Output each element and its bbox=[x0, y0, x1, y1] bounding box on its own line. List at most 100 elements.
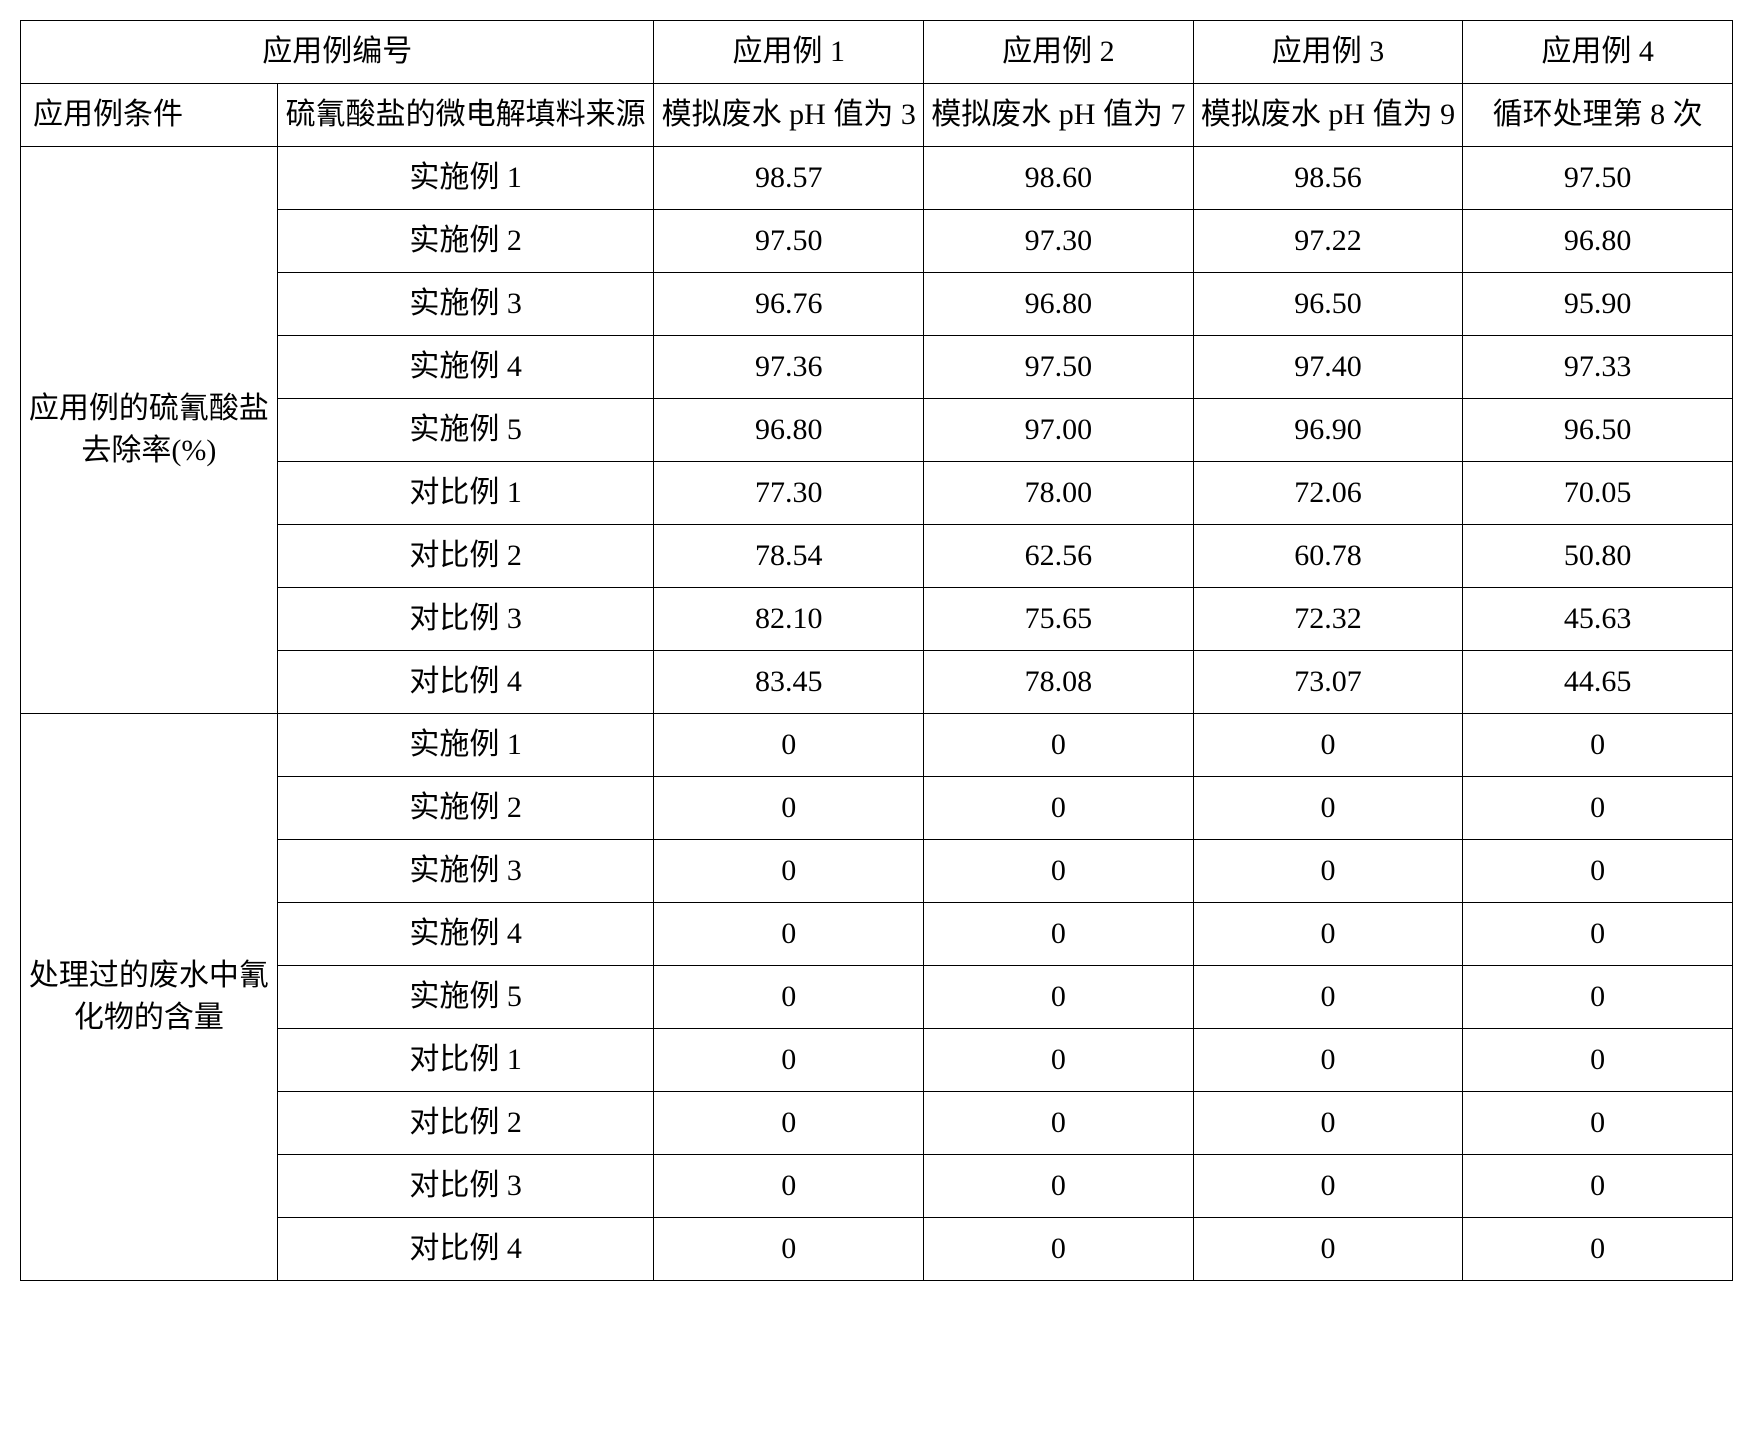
data-cell: 0 bbox=[924, 777, 1194, 840]
row-name: 对比例 2 bbox=[277, 1092, 654, 1155]
section-label: 处理过的废水中氰化物的含量 bbox=[21, 714, 278, 1281]
table-row: 实施例 20000 bbox=[21, 777, 1733, 840]
data-cell: 0 bbox=[1463, 777, 1733, 840]
data-cell: 0 bbox=[1463, 903, 1733, 966]
row-name: 对比例 1 bbox=[277, 1029, 654, 1092]
data-cell: 75.65 bbox=[924, 588, 1194, 651]
table-row: 实施例 596.8097.0096.9096.50 bbox=[21, 399, 1733, 462]
data-cell: 98.60 bbox=[924, 147, 1194, 210]
condition-3: 模拟废水 pH 值为 9 bbox=[1193, 84, 1463, 147]
data-cell: 97.36 bbox=[654, 336, 924, 399]
data-cell: 0 bbox=[1193, 714, 1463, 777]
row-name: 对比例 3 bbox=[277, 588, 654, 651]
row-name: 实施例 4 bbox=[277, 903, 654, 966]
data-cell: 0 bbox=[1193, 1029, 1463, 1092]
table-row: 实施例 30000 bbox=[21, 840, 1733, 903]
row-name: 对比例 4 bbox=[277, 1218, 654, 1281]
data-cell: 0 bbox=[654, 714, 924, 777]
conditions-source: 硫氰酸盐的微电解填料来源 bbox=[277, 84, 654, 147]
data-cell: 83.45 bbox=[654, 651, 924, 714]
header-title: 应用例编号 bbox=[21, 21, 654, 84]
table-row: 实施例 396.7696.8096.5095.90 bbox=[21, 273, 1733, 336]
table-row: 对比例 10000 bbox=[21, 1029, 1733, 1092]
data-cell: 96.80 bbox=[924, 273, 1194, 336]
row-name: 对比例 1 bbox=[277, 462, 654, 525]
row-name: 实施例 2 bbox=[277, 777, 654, 840]
row-name: 对比例 3 bbox=[277, 1155, 654, 1218]
data-cell: 0 bbox=[1193, 903, 1463, 966]
row-name: 实施例 4 bbox=[277, 336, 654, 399]
data-cell: 50.80 bbox=[1463, 525, 1733, 588]
row-name: 实施例 3 bbox=[277, 273, 654, 336]
data-cell: 96.76 bbox=[654, 273, 924, 336]
table-row: 应用例的硫氰酸盐去除率(%)实施例 198.5798.6098.5697.50 bbox=[21, 147, 1733, 210]
data-cell: 0 bbox=[924, 1092, 1194, 1155]
data-cell: 0 bbox=[1463, 1155, 1733, 1218]
data-cell: 0 bbox=[924, 840, 1194, 903]
row-name: 实施例 1 bbox=[277, 714, 654, 777]
header-col-4: 应用例 4 bbox=[1463, 21, 1733, 84]
data-cell: 0 bbox=[924, 1029, 1194, 1092]
data-cell: 96.50 bbox=[1193, 273, 1463, 336]
data-cell: 0 bbox=[924, 1155, 1194, 1218]
data-cell: 0 bbox=[1193, 1155, 1463, 1218]
data-cell: 82.10 bbox=[654, 588, 924, 651]
row-name: 实施例 2 bbox=[277, 210, 654, 273]
table-row: 对比例 30000 bbox=[21, 1155, 1733, 1218]
data-cell: 0 bbox=[654, 1029, 924, 1092]
header-col-1: 应用例 1 bbox=[654, 21, 924, 84]
data-cell: 0 bbox=[1463, 840, 1733, 903]
table-row: 对比例 177.3078.0072.0670.05 bbox=[21, 462, 1733, 525]
data-cell: 77.30 bbox=[654, 462, 924, 525]
data-table: 应用例编号 应用例 1 应用例 2 应用例 3 应用例 4 应用例条件 硫氰酸盐… bbox=[20, 20, 1733, 1281]
data-cell: 96.50 bbox=[1463, 399, 1733, 462]
data-cell: 97.50 bbox=[1463, 147, 1733, 210]
table-body: 应用例编号 应用例 1 应用例 2 应用例 3 应用例 4 应用例条件 硫氰酸盐… bbox=[21, 21, 1733, 1281]
data-cell: 0 bbox=[1463, 1218, 1733, 1281]
data-cell: 97.22 bbox=[1193, 210, 1463, 273]
data-cell: 0 bbox=[1193, 1218, 1463, 1281]
data-cell: 0 bbox=[1193, 966, 1463, 1029]
data-cell: 0 bbox=[1193, 1092, 1463, 1155]
data-cell: 73.07 bbox=[1193, 651, 1463, 714]
header-row: 应用例编号 应用例 1 应用例 2 应用例 3 应用例 4 bbox=[21, 21, 1733, 84]
data-cell: 0 bbox=[924, 903, 1194, 966]
row-name: 对比例 4 bbox=[277, 651, 654, 714]
row-name: 实施例 5 bbox=[277, 966, 654, 1029]
table-row: 对比例 278.5462.5660.7850.80 bbox=[21, 525, 1733, 588]
header-col-2: 应用例 2 bbox=[924, 21, 1194, 84]
table-row: 实施例 40000 bbox=[21, 903, 1733, 966]
data-cell: 70.05 bbox=[1463, 462, 1733, 525]
data-cell: 78.00 bbox=[924, 462, 1194, 525]
data-cell: 78.08 bbox=[924, 651, 1194, 714]
data-cell: 78.54 bbox=[654, 525, 924, 588]
data-cell: 95.90 bbox=[1463, 273, 1733, 336]
condition-2: 模拟废水 pH 值为 7 bbox=[924, 84, 1194, 147]
data-cell: 97.30 bbox=[924, 210, 1194, 273]
table-row: 实施例 497.3697.5097.4097.33 bbox=[21, 336, 1733, 399]
data-cell: 0 bbox=[924, 714, 1194, 777]
data-cell: 0 bbox=[1463, 966, 1733, 1029]
section-label: 应用例的硫氰酸盐去除率(%) bbox=[21, 147, 278, 714]
conditions-row: 应用例条件 硫氰酸盐的微电解填料来源 模拟废水 pH 值为 3 模拟废水 pH … bbox=[21, 84, 1733, 147]
data-cell: 98.57 bbox=[654, 147, 924, 210]
data-cell: 0 bbox=[654, 1218, 924, 1281]
row-name: 对比例 2 bbox=[277, 525, 654, 588]
condition-1: 模拟废水 pH 值为 3 bbox=[654, 84, 924, 147]
data-cell: 0 bbox=[1193, 840, 1463, 903]
data-cell: 0 bbox=[654, 903, 924, 966]
row-name: 实施例 1 bbox=[277, 147, 654, 210]
data-cell: 44.65 bbox=[1463, 651, 1733, 714]
conditions-label: 应用例条件 bbox=[21, 84, 278, 147]
header-col-3: 应用例 3 bbox=[1193, 21, 1463, 84]
data-cell: 45.63 bbox=[1463, 588, 1733, 651]
data-cell: 0 bbox=[654, 1092, 924, 1155]
data-cell: 97.33 bbox=[1463, 336, 1733, 399]
data-cell: 97.40 bbox=[1193, 336, 1463, 399]
data-cell: 96.80 bbox=[1463, 210, 1733, 273]
row-name: 实施例 5 bbox=[277, 399, 654, 462]
data-cell: 0 bbox=[924, 966, 1194, 1029]
data-cell: 96.80 bbox=[654, 399, 924, 462]
data-cell: 97.00 bbox=[924, 399, 1194, 462]
data-cell: 0 bbox=[1463, 1092, 1733, 1155]
